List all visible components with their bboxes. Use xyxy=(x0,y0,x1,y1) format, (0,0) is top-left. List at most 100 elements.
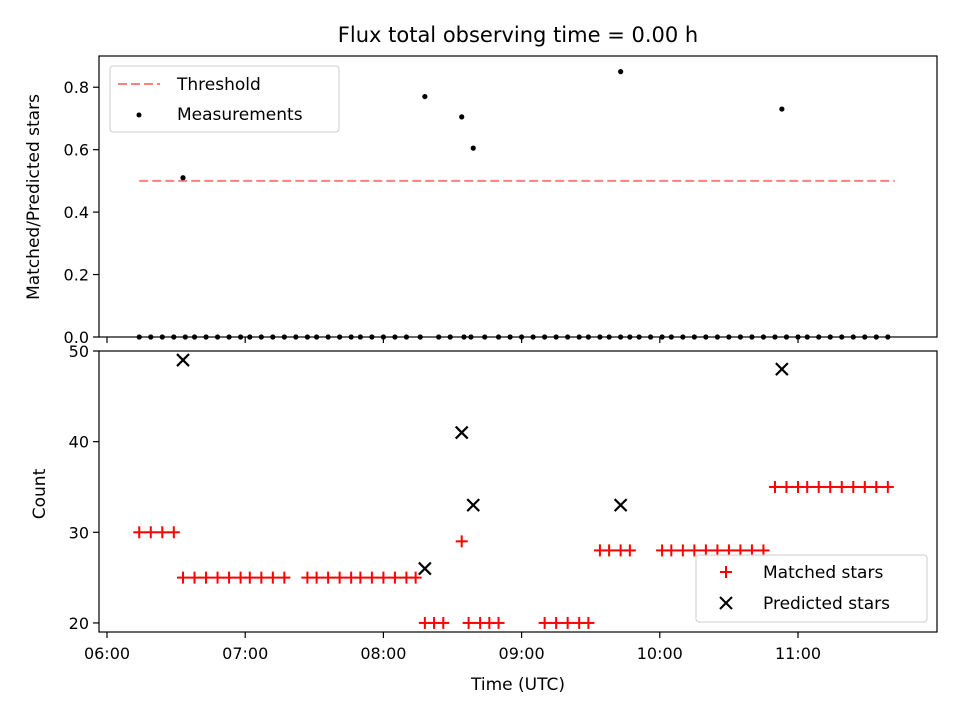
top-y-ticks: 0.0 0.2 0.4 0.6 0.8 xyxy=(64,78,799,347)
bottom-y-tick-label: 20 xyxy=(69,614,89,633)
bottom-y-tick-label: 40 xyxy=(69,433,89,452)
top-panel: 0.00.20.40.60.8 Matched/Predicted stars … xyxy=(24,55,938,347)
top-y-tick-label: 0.0 xyxy=(64,328,89,347)
x-ticks: 06:00 07:00 08:00 09:00 10:00 11:00 xyxy=(84,632,821,663)
top-axes-frame xyxy=(98,55,938,338)
legend-predicted-swatch xyxy=(719,596,733,610)
measurement-point xyxy=(470,145,476,151)
measurement-point xyxy=(258,334,264,340)
matched-star-point xyxy=(354,571,367,584)
measurement-point xyxy=(148,334,154,340)
matched-star-point xyxy=(847,480,860,493)
predicted-star-point xyxy=(454,425,469,440)
predicted-star-stroke-b xyxy=(418,561,432,576)
bottom-y-tick-label: 30 xyxy=(69,523,89,542)
measurement-point xyxy=(760,334,767,340)
measurement-point xyxy=(597,334,603,340)
matched-star-point xyxy=(333,571,346,584)
measurement-point xyxy=(804,334,810,340)
measurement-point xyxy=(392,334,398,340)
matched-star-point xyxy=(243,571,256,584)
bottom-axes-frame xyxy=(98,350,938,633)
matched-star-point xyxy=(377,571,390,584)
matched-star-point xyxy=(156,526,169,539)
x-axis-label: Time (UTC) xyxy=(470,675,565,695)
measurement-point xyxy=(885,334,891,340)
matched-star-point xyxy=(255,571,268,584)
matched-star-point xyxy=(812,480,825,493)
bottom-y-tick-label: 50 xyxy=(69,342,89,361)
matched-star-point xyxy=(768,480,781,493)
bottom-y-axis-label: Count xyxy=(30,468,50,519)
measurement-point xyxy=(827,334,833,340)
measurement-point xyxy=(348,334,354,340)
measurement-point xyxy=(214,334,221,340)
top-legend: Threshold Measurements xyxy=(109,65,340,133)
matched-star-point xyxy=(722,544,735,557)
predicted-star-point xyxy=(613,498,628,512)
measurement-point xyxy=(325,334,331,340)
measurement-point xyxy=(576,334,582,340)
matched-star-point xyxy=(623,544,636,557)
predicted-star-point xyxy=(775,362,789,376)
measurement-point xyxy=(369,334,375,340)
measurement-point xyxy=(850,334,856,340)
matched-star-point xyxy=(688,544,701,557)
matched-star-point xyxy=(388,571,401,584)
legend-measurements-swatch xyxy=(136,112,142,118)
matched-star-point xyxy=(711,544,724,557)
predicted-star-stroke-b xyxy=(775,362,789,376)
bottom-legend: Matched stars Predicted stars xyxy=(695,554,928,623)
measurement-point xyxy=(468,334,474,340)
measurement-point xyxy=(659,334,665,340)
measurement-point xyxy=(281,334,287,340)
predicted-star-point xyxy=(176,353,190,367)
measurement-point xyxy=(530,334,536,340)
x-tick-label: 11:00 xyxy=(775,644,821,663)
measurement-point xyxy=(772,334,778,340)
matched-star-point xyxy=(310,571,323,584)
legend-threshold-label: Threshold xyxy=(176,75,261,95)
matched-star-point xyxy=(322,571,335,584)
matched-star-point xyxy=(278,571,291,584)
top-y-tick-label: 0.8 xyxy=(64,78,89,97)
matched-star-point xyxy=(699,544,712,557)
matched-star-point xyxy=(492,616,505,629)
measurement-point xyxy=(779,106,785,112)
measurement-point xyxy=(714,334,720,340)
measurement-point xyxy=(380,334,386,340)
measurement-point xyxy=(627,334,633,340)
top-y-tick-label: 0.6 xyxy=(64,141,89,160)
predicted-star-point xyxy=(418,561,432,576)
measurement-point xyxy=(783,334,790,340)
x-tick-label: 10:00 xyxy=(637,644,683,663)
matched-star-point xyxy=(144,526,157,539)
matched-star-point xyxy=(538,616,551,629)
measurement-point xyxy=(180,175,186,181)
x-tick-label: 06:00 xyxy=(84,644,130,663)
matched-star-point xyxy=(665,544,678,557)
top-y-axis-label: Matched/Predicted stars xyxy=(24,94,44,300)
matched-star-point xyxy=(801,480,814,493)
x-tick-label: 09:00 xyxy=(499,644,545,663)
measurement-point xyxy=(691,334,697,340)
matched-star-point xyxy=(211,571,224,584)
legend-matched-label: Matched stars xyxy=(763,563,883,583)
measurement-point xyxy=(159,334,165,340)
matched-star-point xyxy=(676,544,689,557)
measurement-point xyxy=(542,334,548,340)
measurement-point xyxy=(553,334,559,340)
measurement-point xyxy=(237,334,244,340)
measurement-point xyxy=(680,334,686,340)
measurement-point xyxy=(839,334,845,340)
measurement-point xyxy=(436,334,442,340)
measurement-point xyxy=(171,334,177,340)
matched-star-point xyxy=(550,616,563,629)
matched-star-point xyxy=(757,544,770,557)
count-points xyxy=(133,353,894,629)
legend-predicted-label: Predicted stars xyxy=(763,594,890,614)
legend-measurements-label: Measurements xyxy=(177,105,303,125)
matched-star-point xyxy=(133,526,146,539)
